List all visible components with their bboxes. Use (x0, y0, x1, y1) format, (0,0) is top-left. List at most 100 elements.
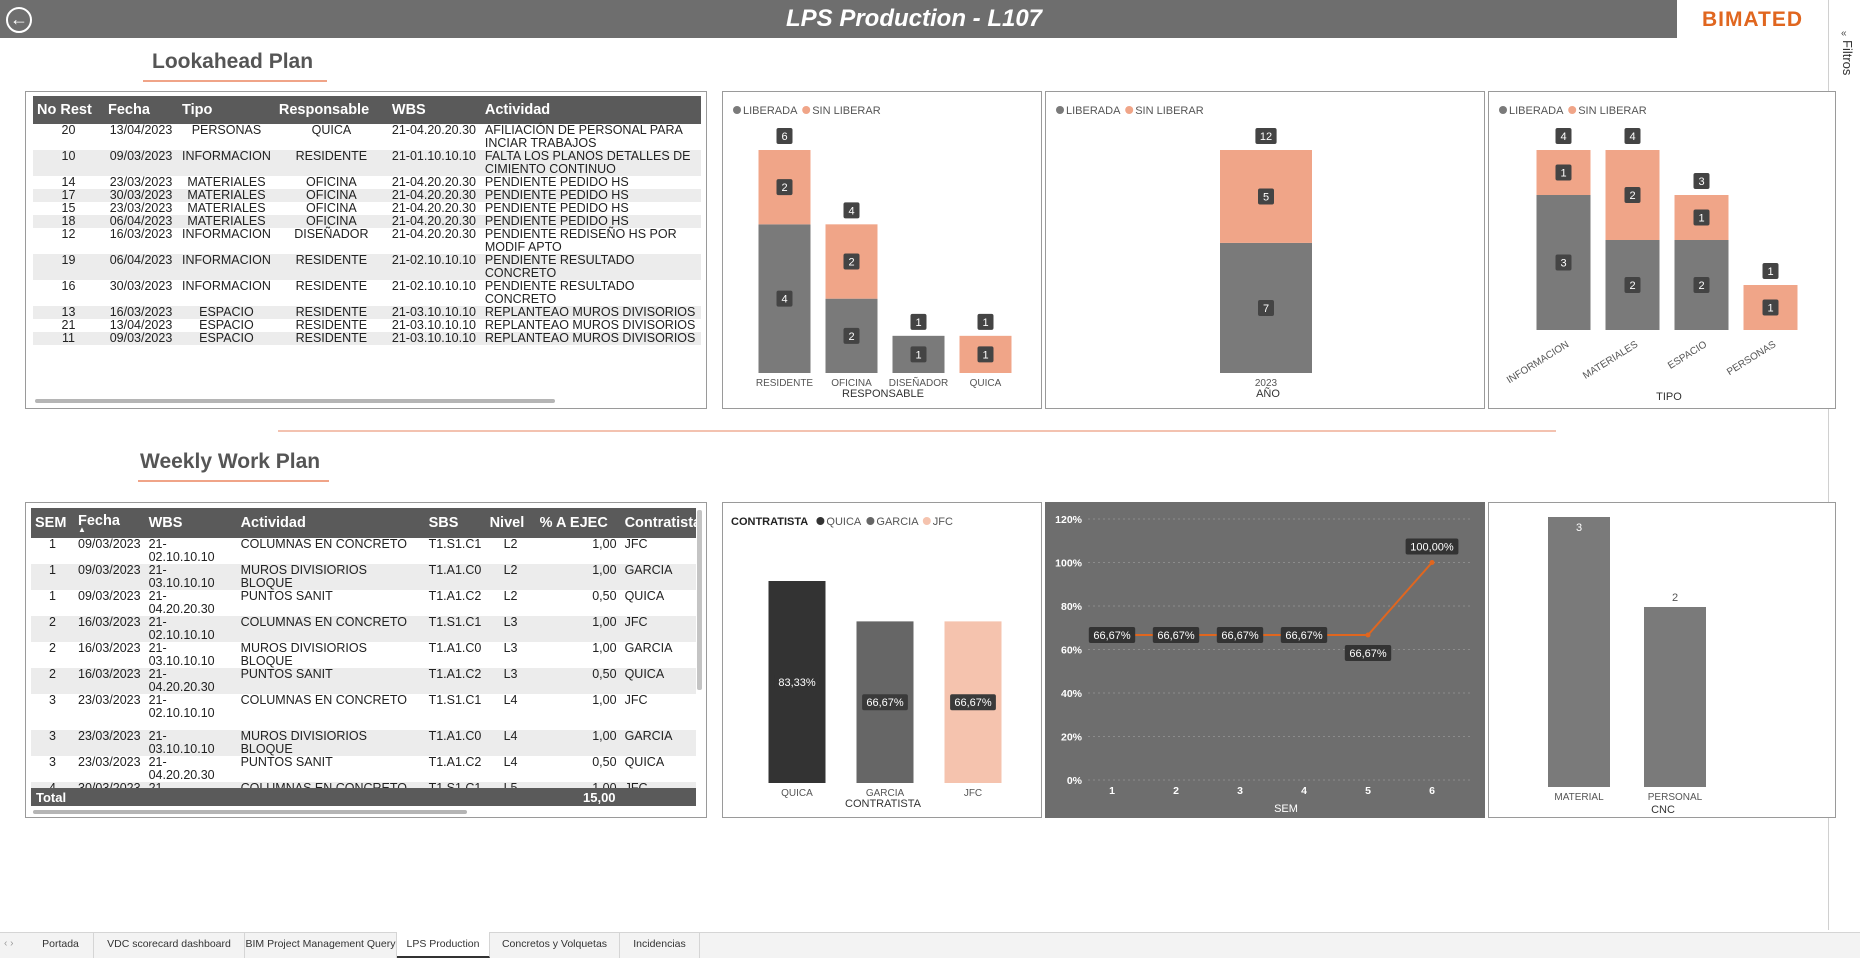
weekly-table-row[interactable]: 2 16/03/2023 21-03.10.10.10 MUROS DIVISIORI… (31, 642, 696, 668)
weekly-table-row[interactable]: 3 23/03/2023 21-02.10.10.10 COLUMNAS EN CON… (31, 694, 696, 730)
lookahead-table-row[interactable]: 16 30/03/2023 INFORMACION RESIDENTE 21-02.10… (33, 280, 701, 306)
lookahead-column-header[interactable]: Tipo (178, 96, 275, 124)
lookahead-table-cell: 13/04/2023 (109, 318, 173, 332)
tab-nav-arrows[interactable]: ‹ › (4, 938, 14, 949)
weekly-table-cell: 1,00 (535, 730, 621, 756)
lookahead-table-row[interactable]: 10 09/03/2023 INFORMACION RESIDENTE 21-01.10… (33, 150, 701, 176)
weekly-table-row[interactable]: 2 16/03/2023 21-04.20.20.30 PUNTOS SANIT T1.… (31, 668, 696, 694)
weekly-table-cell: QUICA (624, 755, 665, 769)
lookahead-column-header[interactable]: WBS (387, 96, 481, 124)
lookahead-table-cell: 16/03/2023 (109, 227, 173, 241)
weekly-table-cell: PUNTOS SANIT (240, 755, 333, 769)
back-arrow-icon[interactable]: ← (6, 7, 32, 33)
weekly-table-cell: 21-04.20.20.30 (148, 589, 215, 616)
weekly-table-cell: 2 (31, 668, 74, 694)
weekly-column-header[interactable]: SBS (424, 508, 486, 538)
lookahead-column-header[interactable]: Fecha (104, 96, 178, 124)
weekly-table-cell: 21-02.10.10.10 (144, 782, 237, 788)
lookahead-column-header[interactable]: Actividad (480, 96, 701, 124)
data-label-bg (1344, 644, 1392, 661)
lookahead-table-cell: PENDIENTE PEDIDO HS (480, 215, 701, 228)
weekly-table-row[interactable]: 1 09/03/2023 21-02.10.10.10 COLUMNAS EN CON… (31, 538, 696, 564)
lookahead-table-row[interactable]: 21 13/04/2023 ESPACIO RESIDENTE 21-03.10.10.… (33, 319, 701, 332)
weekly-table-cell: QUICA (620, 668, 696, 694)
weekly-table-cell: 16/03/2023 (78, 641, 141, 655)
lookahead-table-row[interactable]: 13 16/03/2023 ESPACIO RESIDENTE 21-03.10.10.… (33, 306, 701, 319)
logo: BIMATED (1677, 0, 1828, 40)
weekly-table-h-scrollbar[interactable] (33, 810, 467, 814)
lookahead-table-cell: 21-03.10.10.10 (391, 318, 476, 332)
lookahead-table-cell: 21-04.20.20.30 (391, 227, 476, 241)
tab-bim-project-management-query[interactable]: BIM Project Management Query (245, 932, 397, 958)
segment-label-bg (843, 327, 860, 344)
legend-item: QUICA (826, 516, 862, 528)
lookahead-table-cell: 13/04/2023 (109, 123, 173, 137)
weekly-column-header[interactable]: Nivel (485, 508, 536, 538)
lookahead-table-row[interactable]: 19 06/04/2023 INFORMACION RESIDENTE 21-02.10… (33, 254, 701, 280)
weekly-table-cell: GARCIA (620, 564, 696, 590)
responsable-chart-panel: LIBERADA SIN LIBERAR 4 2 6 RESIDENTE 2 2 4 OFICIN… (722, 91, 1042, 409)
lookahead-table-row[interactable]: 17 30/03/2023 MATERIALES OFICINA 21-04.20.20… (33, 189, 701, 202)
lookahead-table-row[interactable]: 18 06/04/2023 MATERIALES OFICINA 21-04.20.20… (33, 215, 701, 228)
tab-concretos-y-volquetas[interactable]: Concretos y Volquetas (490, 932, 620, 958)
lookahead-table-cell: 21-04.20.20.30 (387, 189, 481, 202)
lookahead-table-viewport[interactable]: No Rest Fecha Tipo Responsable WBS Actividad … (33, 96, 701, 386)
weekly-table-v-scrollbar[interactable] (697, 510, 702, 690)
lookahead-column-header[interactable]: No Rest (33, 96, 104, 124)
weekly-column-header[interactable]: Fecha ▲ (74, 508, 145, 538)
weekly-table-cell: 2 (31, 616, 74, 642)
weekly-table-cell: 21-04.20.20.30 (148, 755, 215, 782)
lookahead-table-cell: 23/03/2023 (109, 175, 173, 189)
chevron-left-icon[interactable]: « (1841, 28, 1847, 39)
lookahead-table-cell: 10 (33, 150, 104, 176)
weekly-table-row[interactable]: 1 09/03/2023 21-03.10.10.10 MUROS DIVISIORI… (31, 564, 696, 590)
weekly-table-viewport[interactable]: SEM Fecha ▲ WBS Actividad SBS Nivel% A EJEC Con… (31, 508, 696, 788)
lookahead-table-cell: 21-02.10.10.10 (387, 254, 481, 280)
lookahead-table-cell: PENDIENTE PEDIDO HS (484, 175, 629, 189)
weekly-table-row[interactable]: 2 16/03/2023 21-02.10.10.10 COLUMNAS EN CON… (31, 616, 696, 642)
sort-asc-icon[interactable]: ▲ (78, 525, 86, 534)
sem-chart-panel: 0% 20% 40% 60% 80% 100% 120% 66,67% 1 66,67% 2 66,6… (1045, 502, 1485, 818)
x-tick-label: RESIDENTE (756, 378, 814, 389)
data-label-bg (1152, 626, 1200, 643)
weekly-table-cell: 23/03/2023 (78, 755, 141, 769)
segment-label: 1 (982, 349, 988, 361)
lookahead-table-cell: ESPACIO (178, 332, 275, 345)
weekly-column-header[interactable]: % A EJEC (535, 508, 621, 538)
lookahead-table-row[interactable]: 15 23/03/2023 MATERIALES OFICINA 21-04.20.20… (33, 202, 701, 215)
tab-vdc-scorecard-dashboard[interactable]: VDC scorecard dashboard (94, 932, 245, 958)
total-label-bg (1693, 173, 1710, 189)
weekly-column-header[interactable]: Actividad (236, 508, 425, 538)
total-label-bg (1624, 128, 1641, 144)
total-value: 15,00 (583, 790, 616, 805)
weekly-table-row[interactable]: 3 23/03/2023 21-03.10.10.10 MUROS DIVISIORI… (31, 730, 696, 756)
total-label: Total (36, 790, 67, 805)
weekly-column-header[interactable]: WBS (144, 508, 237, 538)
weekly-column-header[interactable]: SEM (31, 508, 74, 538)
tab-portada[interactable]: Portada (28, 932, 94, 958)
x-axis-label: AÑO (1256, 387, 1280, 400)
x-tick-label: 2 (1173, 785, 1179, 797)
weekly-table-row[interactable]: 1 09/03/2023 21-04.20.20.30 PUNTOS SANIT T1.… (31, 590, 696, 616)
lookahead-table-row[interactable]: 11 09/03/2023 ESPACIO RESIDENTE 21-03.10.10.… (33, 332, 701, 345)
tab-incidencias[interactable]: Incidencias (620, 932, 700, 958)
weekly-table-cell: MUROS DIVISIORIOS BLOQUE (236, 564, 425, 590)
lookahead-column-header[interactable]: Responsable (274, 96, 388, 124)
weekly-table-cell: 23/03/2023 (78, 693, 141, 707)
legend-marker (866, 517, 875, 525)
lookahead-table-cell: 06/04/2023 (104, 215, 178, 228)
lookahead-table-h-scrollbar[interactable] (35, 399, 555, 403)
lookahead-table-cell: 30/03/2023 (104, 189, 178, 202)
lookahead-table-row[interactable]: 20 13/04/2023 PERSONAS QUICA 21-04.20.20.30 A… (33, 124, 701, 150)
weekly-column-header[interactable]: Contratista (620, 508, 696, 538)
y-tick-label: 40% (1061, 688, 1083, 700)
responsable-chart: LIBERADA SIN LIBERAR 4 2 6 RESIDENTE 2 2 4 OFICIN… (733, 105, 1012, 400)
filters-toggle[interactable]: Filtros (1840, 40, 1855, 76)
lookahead-table-row[interactable]: 14 23/03/2023 MATERIALES OFICINA 21-04.20.20… (33, 176, 701, 189)
weekly-table-row[interactable]: 3 23/03/2023 21-04.20.20.30 PUNTOS SANIT T1.… (31, 756, 696, 782)
tab-lps-production[interactable]: LPS Production (397, 932, 490, 958)
lookahead-table-cell: 21-04.20.20.30 (391, 201, 476, 215)
lookahead-table-row[interactable]: 12 16/03/2023 INFORMACION DISEÑADOR 21-04.20… (33, 228, 701, 254)
weekly-table-cell: T1.A1.C2 (428, 755, 482, 769)
